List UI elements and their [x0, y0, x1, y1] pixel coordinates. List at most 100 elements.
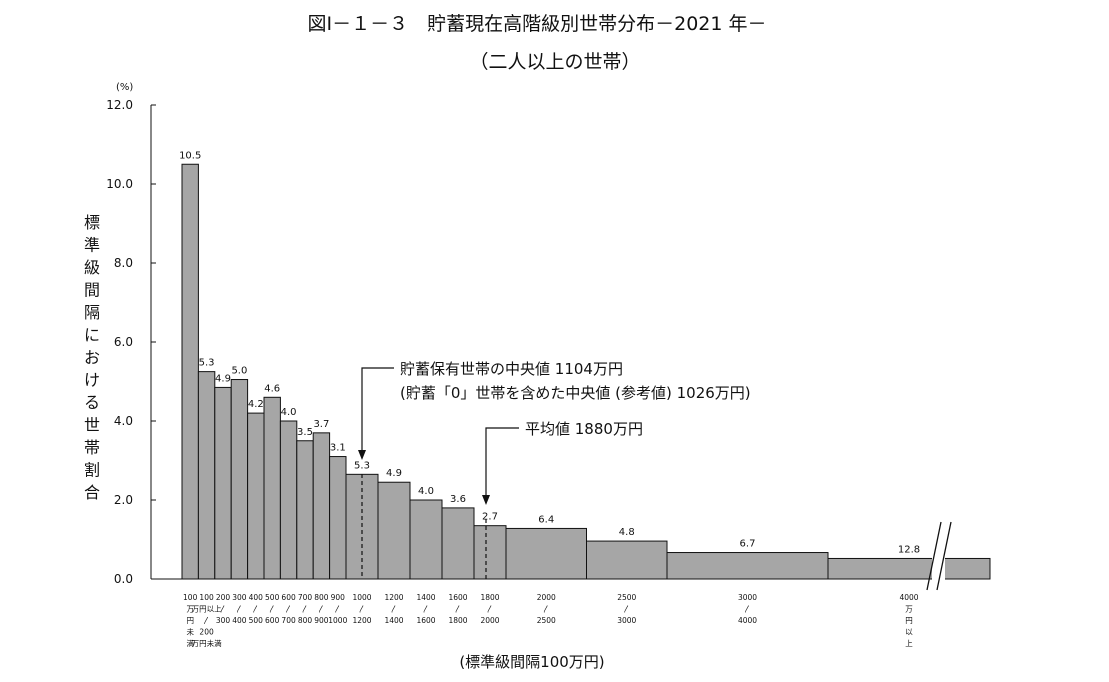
x-category-label-line: 1600 [416, 616, 435, 625]
chart-subtitle: （二人以上の世帯） [469, 51, 640, 73]
x-category-label: 1200 〳 1400 [384, 593, 403, 625]
x-category-label-line: 200 [216, 593, 231, 602]
x-category-label: 300 〳 400 [232, 593, 247, 625]
x-category-label-line: 1200 [384, 593, 403, 602]
x-category-label-line: 万 [905, 605, 913, 614]
x-category-label: 3000 〳 4000 [738, 593, 757, 625]
y-tick-label: 8.0 [114, 256, 133, 270]
bar [214, 386, 232, 580]
x-category-label-line: 上 [905, 639, 913, 648]
x-category-label-line: 4000 [899, 593, 918, 602]
x-category-label-line: 〳 [543, 605, 551, 614]
y-axis-label-char: 準 [84, 236, 100, 255]
x-category-label-line: 円 [905, 616, 913, 625]
x-category-label: 1000 〳 1200 [352, 593, 371, 625]
x-category-label-line: 1200 [352, 616, 371, 625]
bar [279, 420, 298, 580]
annotation-mean: 平均値 1880万円 [482, 420, 643, 579]
bar-value-label: 5.3 [199, 358, 215, 369]
bars [181, 163, 991, 595]
x-category-label-line: 〳 [203, 616, 211, 625]
bar [505, 527, 587, 580]
y-axis-label-char: 割 [84, 461, 100, 480]
x-category-label-line: 〳 [744, 605, 752, 614]
x-category-label: 900 〳 1000 [328, 593, 347, 625]
x-category-label-line: 800 [314, 593, 329, 602]
x-category-label: 400 〳 500 [249, 593, 264, 625]
y-axis-label-char: 隔 [84, 303, 100, 322]
y-tick-label: 2.0 [114, 493, 133, 507]
x-category-label: 1800 〳 2000 [480, 593, 499, 625]
bar [197, 371, 216, 580]
x-category-label-line: 以 [905, 628, 913, 637]
bar [329, 456, 347, 580]
x-category-labels: 100万円未満100万円以上〳200万円未満200〳300300〳400400〳… [183, 593, 919, 648]
x-category-label-line: 〳 [358, 605, 366, 614]
bar-value-label: 6.4 [538, 514, 554, 525]
bar-value-labels: 10.55.34.95.04.24.64.03.53.73.15.34.94.0… [179, 150, 920, 555]
y-axis-label-char: け [84, 371, 100, 390]
bar-value-label: 2.7 [482, 512, 498, 523]
x-category-label-line: 2500 [617, 593, 636, 602]
x-category-label-line: 400 [232, 616, 247, 625]
y-tick-label: 12.0 [106, 98, 133, 112]
x-category-label-line: 3000 [738, 593, 757, 602]
x-category-label-line: 万円未満 [192, 638, 222, 648]
axis-break-gap [932, 520, 945, 595]
bar-value-label: 3.7 [313, 419, 329, 430]
annotation-text: 貯蓄保有世帯の中央値 1104万円 [400, 360, 623, 378]
x-category-label: 700 〳 800 [298, 593, 313, 625]
annotation-arrow-head [482, 495, 490, 505]
y-axis-label-char: る [84, 393, 100, 412]
x-category-label-line: 3000 [617, 616, 636, 625]
x-category-label: 600 〳 700 [281, 593, 296, 625]
x-category-label-line: 4000 [738, 616, 757, 625]
annotation-arrow-line [485, 427, 519, 496]
x-category-label: 4000 万円以上 [899, 593, 918, 648]
x-category-label-line: 600 [281, 593, 296, 602]
x-category-label-line: 500 [249, 616, 264, 625]
x-category-label-line: 400 [249, 593, 264, 602]
x-category-label-line: 〳 [318, 605, 326, 614]
y-axis-unit: (%) [116, 82, 133, 93]
x-category-label-line: 700 [281, 616, 296, 625]
y-tick-label: 4.0 [114, 414, 133, 428]
x-category-label-line: 〳 [334, 605, 342, 614]
x-category-label-line: 300 [216, 616, 231, 625]
x-category-label-line: 円 [186, 616, 194, 625]
bar-value-label: 6.7 [740, 539, 756, 550]
y-axis-label-char: お [84, 348, 100, 367]
y-axis-label-char: に [84, 326, 100, 345]
bar-value-label: 4.6 [264, 383, 280, 394]
x-category-label-line: 300 [232, 593, 247, 602]
y-axis-label-char: 合 [84, 483, 100, 502]
x-category-label-line: 万 [186, 605, 194, 614]
x-category-label-line: 900 [331, 593, 346, 602]
bar-value-label: 4.2 [248, 399, 264, 410]
x-category-label-line: 2500 [537, 616, 556, 625]
x-category-label-line: 満 [186, 639, 194, 648]
x-category-label-line: 〳 [285, 605, 293, 614]
bar-value-label: 12.8 [898, 544, 920, 555]
bar [247, 412, 265, 580]
y-axis-label-char: 間 [84, 281, 100, 300]
x-category-label-line: 〳 [219, 605, 227, 614]
x-category-label-line: 1400 [384, 616, 403, 625]
x-category-label-line: 1000 [328, 616, 347, 625]
axis-break-line [926, 521, 942, 591]
x-category-label-line: 万円以上 [192, 605, 222, 614]
annotation-text: 平均値 1880万円 [525, 420, 643, 438]
bar-value-label: 3.1 [330, 443, 346, 454]
x-category-label-line: 1000 [352, 593, 371, 602]
bar [827, 557, 991, 580]
bar-value-label: 4.0 [281, 407, 297, 418]
x-category-label: 1400 〳 1600 [416, 593, 435, 625]
bar [312, 432, 331, 580]
x-category-label-line: 700 [298, 593, 313, 602]
y-axis-label-char: 帯 [84, 438, 100, 457]
y-axis-label-char: 標 [84, 213, 100, 232]
bar [666, 552, 829, 580]
x-category-label-line: 〳 [454, 605, 462, 614]
